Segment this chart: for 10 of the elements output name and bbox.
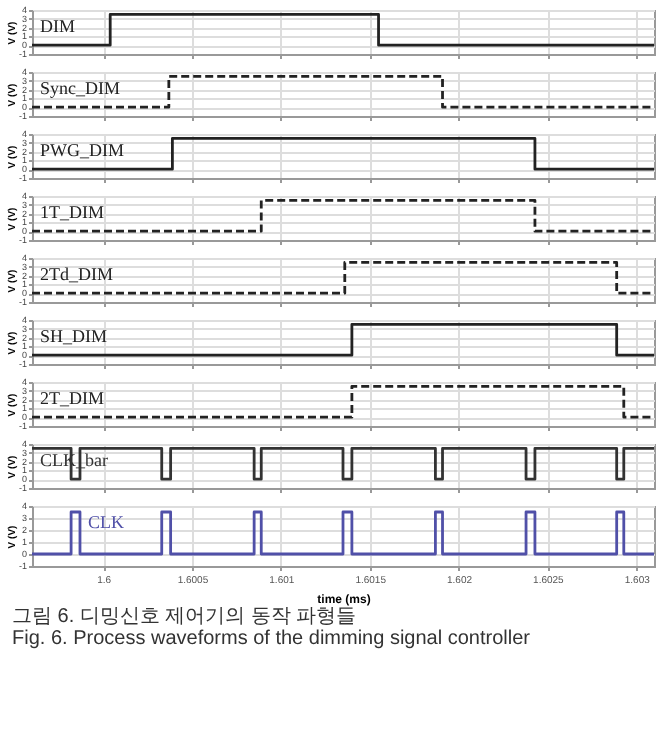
- series-label: PWG_DIM: [40, 140, 124, 160]
- series-label: 1T_DIM: [40, 202, 104, 222]
- series-label: Sync_DIM: [40, 78, 120, 98]
- series-label: 2Td_DIM: [40, 264, 113, 284]
- series-label: CLK: [87, 512, 125, 532]
- caption: Fig. 6. Process waveforms of the dimming signal controller: [12, 628, 532, 650]
- caption: 그림 6. 디밍신호 제어기의 동작 파형들: [12, 606, 359, 628]
- series-label: 2T_DIM: [40, 388, 104, 408]
- series-label: DIM: [40, 16, 75, 36]
- series-label: SH_DIM: [40, 326, 108, 346]
